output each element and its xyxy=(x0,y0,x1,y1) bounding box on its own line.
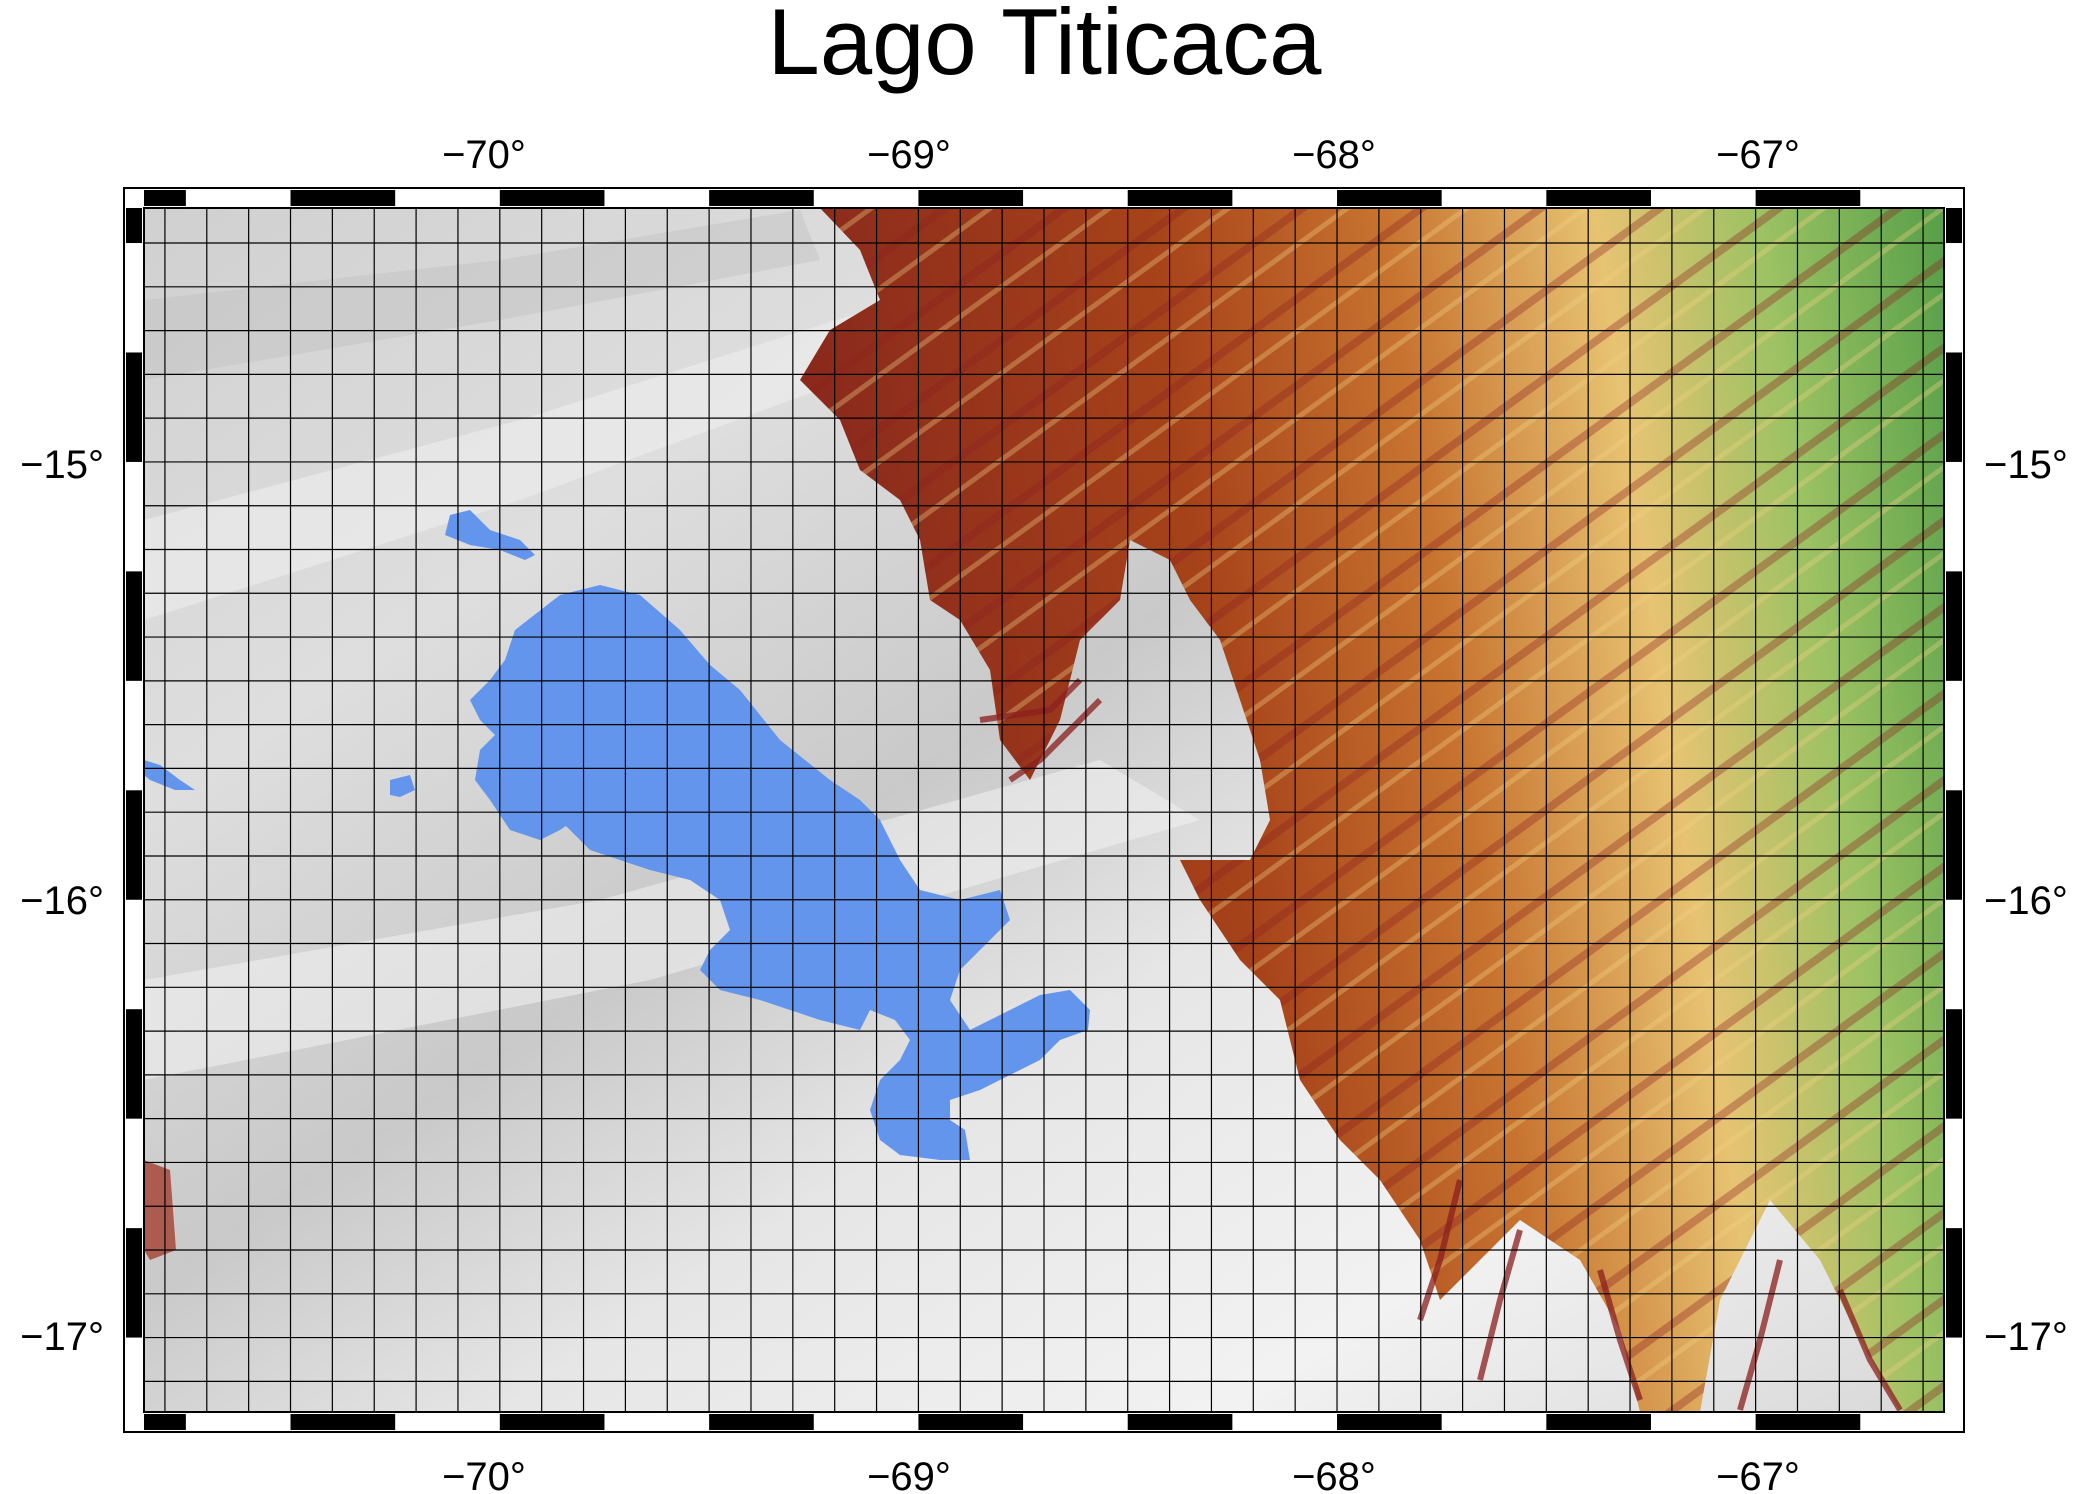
graticule-gridlines xyxy=(144,208,1944,1412)
frame-segment-top xyxy=(290,190,396,206)
top-tick-label: −68° xyxy=(1292,133,1376,177)
frame-segment-bottom xyxy=(1337,1414,1442,1430)
map-title: Lago Titicaca xyxy=(767,0,1322,94)
frame-segment-top xyxy=(144,190,186,206)
frame-segment-top xyxy=(1337,190,1442,206)
frame-bottom-band xyxy=(124,1412,1964,1432)
frame-segment-bottom xyxy=(290,1414,396,1430)
frame-segment-bottom xyxy=(1127,1414,1233,1430)
frame-segment-right xyxy=(1946,1228,1962,1338)
tick-labels: −70° −69° −68° −67° −70° −69° −68° −67° … xyxy=(20,133,2068,1494)
frame-segment-left xyxy=(126,571,142,681)
frame-segment-top xyxy=(709,190,814,206)
right-tick-label: −17° xyxy=(1984,1315,2068,1359)
frame-segment-top xyxy=(499,190,605,206)
frame-segment-top xyxy=(918,190,1024,206)
frame-segment-bottom xyxy=(709,1414,814,1430)
frame-segment-left xyxy=(126,790,142,900)
frame-segment-left xyxy=(126,352,142,462)
left-tick-label: −17° xyxy=(20,1315,104,1359)
frame-segment-bottom xyxy=(918,1414,1024,1430)
bottom-tick-label: −68° xyxy=(1292,1455,1376,1494)
bottom-tick-label: −69° xyxy=(867,1455,951,1494)
left-tick-label: −15° xyxy=(20,443,104,487)
frame-segment-left xyxy=(126,1009,142,1119)
frame-top-band xyxy=(124,188,1964,208)
frame-segment-top xyxy=(1755,190,1861,206)
frame-segment-top xyxy=(1127,190,1233,206)
bottom-tick-label: −67° xyxy=(1716,1455,1800,1494)
frame-segment-bottom xyxy=(499,1414,605,1430)
frame-segment-left xyxy=(126,208,142,244)
right-tick-label: −16° xyxy=(1984,879,2068,923)
frame-outer-border xyxy=(123,187,1965,1433)
frame-segment-right xyxy=(1946,208,1962,244)
right-tick-label: −15° xyxy=(1984,443,2068,487)
frame-segment-bottom xyxy=(1546,1414,1651,1430)
map-frame xyxy=(123,187,1965,1433)
frame-segment-bottom xyxy=(1755,1414,1861,1430)
frame-segment-top xyxy=(1546,190,1651,206)
frame-segment-bottom xyxy=(144,1414,186,1430)
frame-segment-right xyxy=(1946,790,1962,900)
top-tick-label: −70° xyxy=(442,133,526,177)
frame-inner-border xyxy=(143,207,1945,1413)
top-tick-label: −67° xyxy=(1716,133,1800,177)
frame-segment-right xyxy=(1946,352,1962,462)
frame-segment-left xyxy=(126,1228,142,1338)
frame-segment-right xyxy=(1946,571,1962,681)
left-tick-label: −16° xyxy=(20,879,104,923)
frame-segment-right xyxy=(1946,1009,1962,1119)
bottom-tick-label: −70° xyxy=(442,1455,526,1494)
top-tick-label: −69° xyxy=(867,133,951,177)
